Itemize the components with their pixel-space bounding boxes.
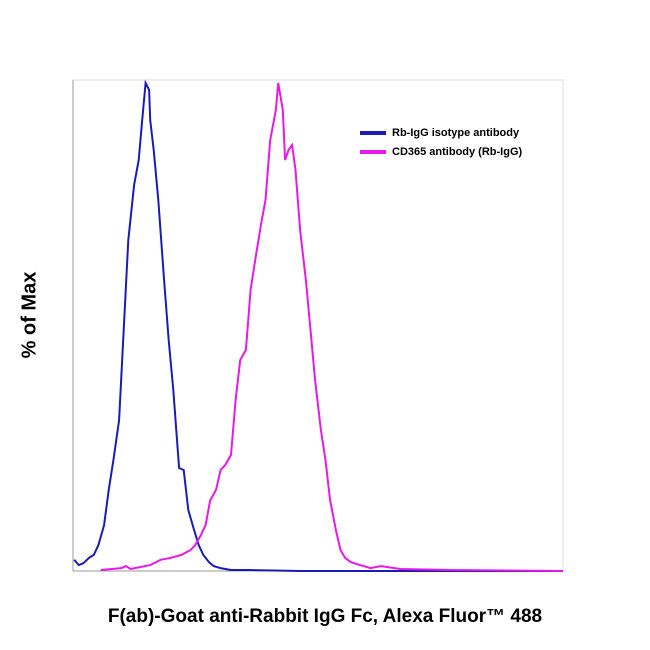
legend-label: CD365 antibody (Rb-IgG) [392,146,523,158]
y-axis-label: % of Max [18,272,40,359]
legend-label: Rb-IgG isotype antibody [392,127,520,139]
x-axis-label: F(ab)-Goat anti-Rabbit IgG Fc, Alexa Flu… [108,606,542,627]
series-line [73,79,563,572]
series-line [100,82,564,572]
